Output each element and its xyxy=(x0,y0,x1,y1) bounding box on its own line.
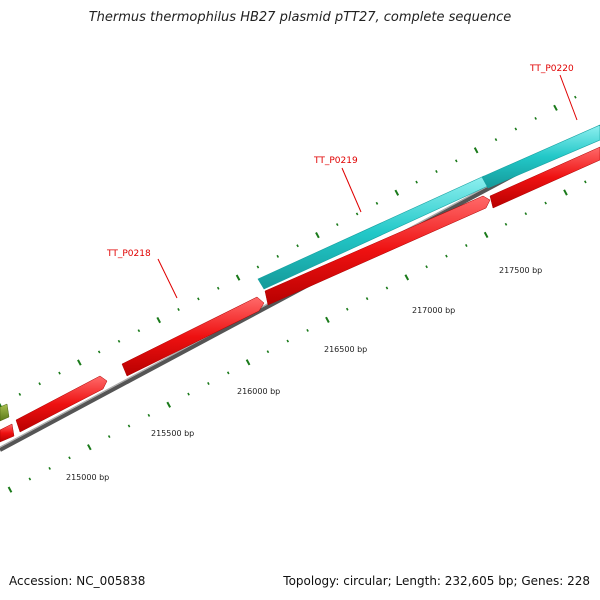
tick-mark xyxy=(415,180,418,184)
tick-mark xyxy=(483,231,489,239)
tick-mark xyxy=(97,350,101,354)
tick-mark xyxy=(68,456,71,460)
tick-guides xyxy=(0,95,587,493)
tick-mark xyxy=(494,138,498,142)
tick-mark xyxy=(58,371,61,375)
tick-mark xyxy=(147,413,151,417)
tick-mark xyxy=(245,359,251,366)
tick-mark xyxy=(77,359,82,366)
tick-mark xyxy=(235,274,241,281)
tick-mark xyxy=(325,316,330,323)
tick-mark xyxy=(504,222,508,226)
tick-mark xyxy=(197,297,200,301)
ruler-label-216500: 216500 bp xyxy=(324,345,367,354)
ruler-label-215500: 215500 bp xyxy=(151,429,194,438)
tick-mark xyxy=(107,435,111,439)
ruler-label-215000: 215000 bp xyxy=(66,473,109,482)
tick-mark xyxy=(355,212,359,216)
tick-mark xyxy=(18,392,22,396)
tick-mark xyxy=(28,477,32,481)
tick-mark xyxy=(286,339,290,343)
tick-mark xyxy=(187,392,190,396)
map-title: Thermus thermophilus HB27 plasmid pTT27,… xyxy=(88,10,512,25)
accession-label: Accession: NC_005838 xyxy=(9,574,146,588)
gene-label-TT_P0219[interactable]: TT_P0219 xyxy=(313,156,358,166)
tick-mark xyxy=(345,307,349,311)
tick-mark xyxy=(216,286,220,290)
tick-mark xyxy=(137,329,141,333)
tick-mark xyxy=(266,350,270,354)
reverse-strand-genes xyxy=(257,124,600,290)
tick-mark xyxy=(365,297,369,301)
gene-block-d[interactable] xyxy=(489,146,600,209)
tick-mark xyxy=(127,424,131,428)
gene-label-TT_P0218[interactable]: TT_P0218 xyxy=(106,249,151,259)
tick-mark xyxy=(385,286,389,290)
tick-mark xyxy=(544,201,547,205)
ruler-label-217500: 217500 bp xyxy=(499,266,542,275)
tick-mark xyxy=(465,244,468,248)
tick-mark xyxy=(48,466,51,470)
tick-mark xyxy=(117,339,121,343)
tick-mark xyxy=(534,116,537,120)
tick-mark xyxy=(584,180,587,184)
tick-mark xyxy=(375,201,379,205)
gene-TT_P0218-block[interactable] xyxy=(121,296,265,377)
tick-mark xyxy=(435,170,438,173)
tick-mark xyxy=(473,147,479,154)
tick-mark xyxy=(256,265,260,269)
tick-mark xyxy=(226,371,230,375)
tick-mark xyxy=(166,401,172,408)
ruler-labels: 215000 bp 215500 bp 216000 bp 216500 bp … xyxy=(66,266,542,482)
tick-mark xyxy=(38,382,41,386)
tick-mark xyxy=(425,265,428,269)
tick-mark xyxy=(394,189,400,196)
gene-block-c[interactable] xyxy=(264,195,491,306)
forward-strand-genes xyxy=(0,146,600,443)
tick-mark xyxy=(553,104,558,111)
tick-mark xyxy=(306,328,309,332)
tick-mark xyxy=(524,212,528,216)
ruler-label-216000: 216000 bp xyxy=(237,387,280,396)
tick-mark xyxy=(445,254,448,258)
tick-mark xyxy=(276,254,280,258)
tick-mark xyxy=(156,316,162,324)
gene-block-b[interactable] xyxy=(15,375,108,433)
topology-info: Topology: circular; Length: 232,605 bp; … xyxy=(283,574,590,588)
tick-mark xyxy=(207,382,210,385)
tick-mark xyxy=(315,232,320,239)
tick-mark xyxy=(87,444,92,451)
tick-mark xyxy=(404,274,410,281)
tick-mark xyxy=(177,307,180,311)
gene-block-green[interactable] xyxy=(0,403,10,422)
gene-TT_P0219-block[interactable] xyxy=(257,175,489,290)
tick-mark xyxy=(455,159,458,163)
tick-mark xyxy=(335,223,339,227)
gene-TT_P0220-block[interactable] xyxy=(481,124,600,189)
tick-mark xyxy=(563,189,568,196)
tick-mark xyxy=(574,95,577,99)
gene-labels: TT_P0218 TT_P0219 TT_P0220 xyxy=(106,64,578,299)
gene-block-a[interactable] xyxy=(0,423,15,443)
ruler-label-217000: 217000 bp xyxy=(412,306,455,315)
tick-mark xyxy=(296,244,299,248)
tick-mark xyxy=(7,486,13,493)
gene-label-TT_P0220[interactable]: TT_P0220 xyxy=(529,64,574,74)
tick-mark xyxy=(514,127,518,131)
